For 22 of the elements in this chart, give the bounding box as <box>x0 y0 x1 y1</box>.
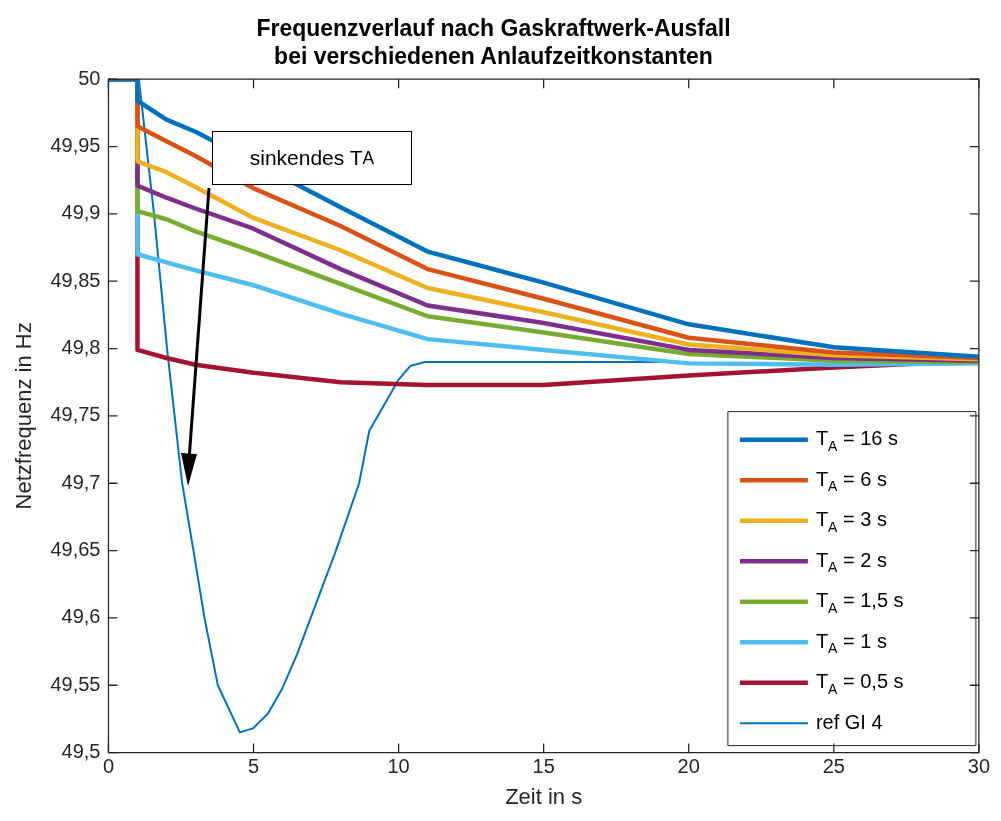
x-tick-label: 25 <box>822 755 845 778</box>
y-tick-label: 49,95 <box>50 134 101 157</box>
y-tick-label: 49,9 <box>61 201 101 224</box>
y-tick-label: 50 <box>78 66 101 89</box>
y-tick-label: 49,75 <box>50 403 101 426</box>
x-tick-label: 30 <box>967 755 990 778</box>
y-axis-title: Netzfrequenz in Hz <box>11 322 37 510</box>
x-tick-label: 5 <box>247 755 260 778</box>
y-tick-label: 49,55 <box>50 672 101 695</box>
legend-label: ref GI 4 <box>815 710 883 733</box>
x-tick-label: 10 <box>387 755 410 778</box>
chart-title: Frequenzverlauf nach Gaskraftwerk-Ausfall bei verschiedenen Anlaufzeitkonstanten <box>256 15 731 69</box>
x-axis-title: Zeit in s <box>505 783 583 809</box>
x-tick-label: 15 <box>532 755 555 778</box>
x-tick-label: 0 <box>102 755 115 778</box>
y-tick-label: 49,5 <box>61 740 101 763</box>
y-tick-label: 49,65 <box>50 538 101 561</box>
y-tick-label: 49,85 <box>50 268 101 291</box>
y-tick-label: 49,7 <box>61 470 101 493</box>
x-tick-label: 20 <box>677 755 700 778</box>
y-tick-label: 49,8 <box>61 336 101 359</box>
y-tick-label: 49,6 <box>61 605 101 628</box>
